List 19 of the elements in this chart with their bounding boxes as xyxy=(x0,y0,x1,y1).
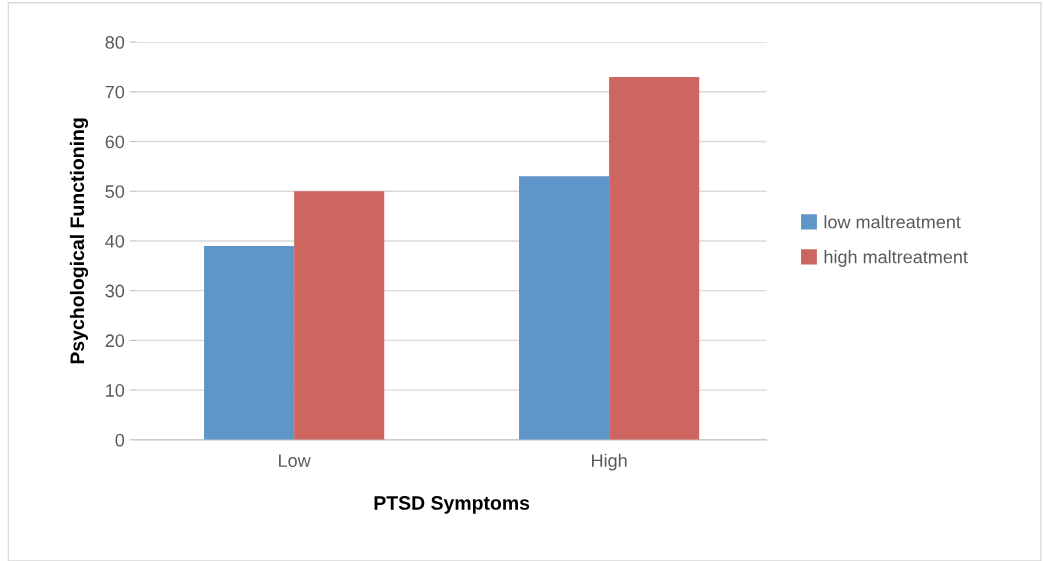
y-tick-label: 30 xyxy=(105,284,125,298)
x-tick-label: High xyxy=(592,453,627,471)
y-tick-label: 70 xyxy=(105,85,125,99)
y-tick-label: 60 xyxy=(105,135,125,149)
legend-label: low maltreatment xyxy=(824,215,961,229)
y-tick-label: 50 xyxy=(105,185,125,198)
bar xyxy=(294,191,385,440)
legend-label: high maltreatment xyxy=(824,250,968,267)
x-axis-title: PTSD Symptoms xyxy=(374,496,530,514)
y-tick-label: 80 xyxy=(105,36,125,49)
bar xyxy=(609,76,700,440)
y-tick-label: 10 xyxy=(106,384,125,397)
y-tick-label: 0 xyxy=(115,433,125,447)
bar xyxy=(519,176,610,440)
y-axis-title: Psychological Functioning xyxy=(69,118,89,364)
bar xyxy=(204,245,295,440)
x-tick-label: Low xyxy=(279,454,311,467)
y-tick-label: 40 xyxy=(105,234,125,248)
y-tick-label: 20 xyxy=(105,334,125,348)
